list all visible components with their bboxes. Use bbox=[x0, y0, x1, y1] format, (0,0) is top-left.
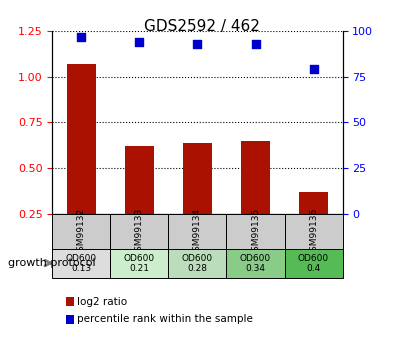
Bar bbox=[285, 249, 343, 278]
Bar bbox=[241, 141, 270, 260]
Text: GSM99132: GSM99132 bbox=[77, 207, 86, 257]
Bar bbox=[183, 142, 212, 260]
Text: OD600
0.34: OD600 0.34 bbox=[240, 254, 271, 273]
Text: GSM99136: GSM99136 bbox=[309, 207, 318, 257]
Bar bbox=[226, 214, 285, 250]
Text: log2 ratio: log2 ratio bbox=[77, 297, 127, 307]
Point bbox=[310, 67, 317, 72]
Bar bbox=[125, 146, 154, 260]
Text: GSM99133: GSM99133 bbox=[135, 207, 144, 257]
Point bbox=[136, 39, 143, 45]
Text: OD600
0.13: OD600 0.13 bbox=[66, 254, 97, 273]
Bar bbox=[67, 64, 96, 260]
Bar bbox=[52, 249, 110, 278]
Bar bbox=[52, 214, 110, 250]
Bar bbox=[110, 249, 168, 278]
Point bbox=[252, 41, 259, 47]
Text: percentile rank within the sample: percentile rank within the sample bbox=[77, 314, 252, 324]
Bar bbox=[226, 249, 285, 278]
Point bbox=[194, 41, 201, 47]
Bar bbox=[110, 214, 168, 250]
Text: GDS2592 / 462: GDS2592 / 462 bbox=[143, 19, 260, 34]
Bar bbox=[299, 192, 328, 260]
Bar bbox=[285, 214, 343, 250]
Text: GSM99135: GSM99135 bbox=[251, 207, 260, 257]
Text: growth protocol: growth protocol bbox=[8, 258, 96, 268]
Text: GSM99134: GSM99134 bbox=[193, 207, 202, 257]
Text: OD600
0.4: OD600 0.4 bbox=[298, 254, 329, 273]
Point bbox=[78, 34, 85, 39]
Text: OD600
0.28: OD600 0.28 bbox=[182, 254, 213, 273]
Text: OD600
0.21: OD600 0.21 bbox=[124, 254, 155, 273]
Bar bbox=[168, 214, 226, 250]
Bar bbox=[168, 249, 226, 278]
